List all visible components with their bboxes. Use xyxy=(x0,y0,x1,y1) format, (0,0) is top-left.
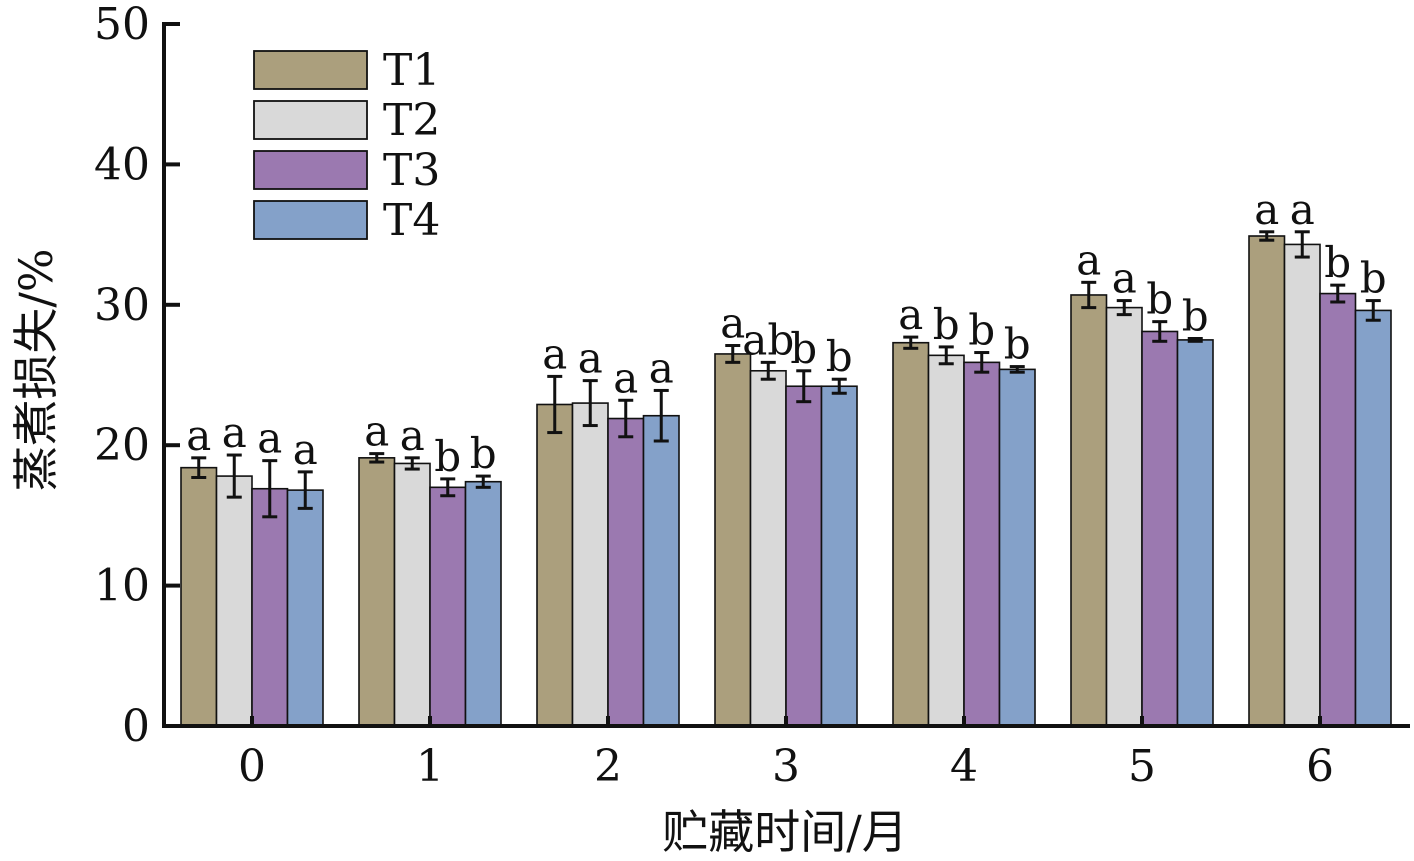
bar-t3-5 xyxy=(1141,330,1179,727)
x-tick-label-5: 5 xyxy=(1128,741,1156,792)
legend-label-t4: T4 xyxy=(383,195,440,246)
bar-t4-0 xyxy=(286,489,324,727)
bar-t4-3 xyxy=(820,385,858,727)
significance-label-t1-0: a xyxy=(186,411,211,460)
significance-label-t1-6: a xyxy=(1254,185,1279,234)
bar-t2-3 xyxy=(749,369,787,727)
x-tick-label-1: 1 xyxy=(416,741,444,792)
significance-label-t1-4: a xyxy=(898,290,923,339)
axes-layer: 0 1 2 3 4 5 6 0 10 20 30 40 50 xyxy=(94,0,1410,792)
bar-t1-1 xyxy=(358,457,396,727)
bar-t1-4 xyxy=(892,341,930,727)
legend-swatch-t1 xyxy=(253,50,368,90)
significance-label-t3-6: b xyxy=(1324,238,1351,287)
significance-label-t2-2: a xyxy=(578,334,603,383)
significance-label-t3-0: a xyxy=(257,414,282,463)
y-tick-label-0: 0 xyxy=(122,701,150,752)
bar-t2-2 xyxy=(571,402,609,727)
significance-label-t3-3: b xyxy=(790,324,817,373)
bar-t1-6 xyxy=(1248,235,1286,727)
bar-t2-6 xyxy=(1283,243,1321,727)
bar-t3-2 xyxy=(607,417,645,727)
bar-t2-5 xyxy=(1105,306,1143,727)
significance-label-t4-3: b xyxy=(826,332,853,381)
significance-label-t4-2: a xyxy=(649,343,674,392)
y-tick-label-50: 50 xyxy=(94,0,150,50)
legend-swatch-t2 xyxy=(253,100,368,140)
significance-label-t2-1: a xyxy=(400,411,425,460)
significance-label-t4-5: b xyxy=(1182,291,1209,340)
y-tick-label-10: 10 xyxy=(94,561,150,612)
bar-t3-1 xyxy=(429,486,467,727)
significance-label-t3-2: a xyxy=(613,353,638,402)
significance-label-t3-5: b xyxy=(1146,275,1173,324)
x-tick-label-0: 0 xyxy=(238,741,266,792)
legend-label-t2: T2 xyxy=(383,95,440,146)
bar-t3-3 xyxy=(785,385,823,727)
error-bars-layer xyxy=(191,230,1381,519)
x-tick-label-4: 4 xyxy=(950,741,978,792)
significance-label-t1-2: a xyxy=(542,329,567,378)
y-tick-label-30: 30 xyxy=(94,280,150,331)
legend-swatch-t4 xyxy=(253,200,368,240)
significance-label-t4-6: b xyxy=(1360,254,1387,303)
significance-label-t3-1: b xyxy=(434,432,461,481)
bars-layer xyxy=(180,235,1392,727)
bar-t1-2 xyxy=(536,403,574,727)
bar-t4-6 xyxy=(1354,309,1392,727)
significance-label-t2-4: b xyxy=(933,300,960,349)
bar-t1-0 xyxy=(180,466,218,727)
bar-t3-6 xyxy=(1319,292,1357,727)
significance-label-t1-3: a xyxy=(720,299,745,348)
significance-label-t4-1: b xyxy=(470,429,497,478)
legend-swatch-t3 xyxy=(253,150,368,190)
significance-label-t3-4: b xyxy=(968,306,995,355)
bar-t4-5 xyxy=(1176,339,1214,727)
significance-label-t2-5: a xyxy=(1112,254,1137,303)
significance-label-t1-1: a xyxy=(364,407,389,456)
legend-label-t1: T1 xyxy=(383,45,440,96)
bar-t3-4 xyxy=(963,361,1001,727)
bar-t4-1 xyxy=(464,480,502,727)
significance-label-t2-3: ab xyxy=(742,315,794,364)
significance-label-t4-0: a xyxy=(293,425,318,474)
bar-t3-0 xyxy=(251,487,289,727)
bar-t2-1 xyxy=(393,462,431,727)
x-axis-title: 贮藏时间/月 xyxy=(662,805,908,859)
bar-t1-3 xyxy=(714,353,752,727)
significance-label-t4-4: b xyxy=(1004,320,1031,369)
significance-label-t1-5: a xyxy=(1076,235,1101,284)
x-tick-label-2: 2 xyxy=(594,741,622,792)
bar-t2-4 xyxy=(927,354,965,727)
significance-label-t2-6: a xyxy=(1290,185,1315,234)
bar-t2-0 xyxy=(215,475,253,727)
bar-t1-5 xyxy=(1070,294,1108,727)
bar-t4-2 xyxy=(642,414,680,727)
legend-label-t3: T3 xyxy=(383,145,440,196)
bar-t4-4 xyxy=(998,368,1036,727)
x-tick-label-6: 6 xyxy=(1306,741,1334,792)
y-tick-label-20: 20 xyxy=(94,420,150,471)
y-tick-label-40: 40 xyxy=(94,139,150,190)
x-tick-label-3: 3 xyxy=(772,741,800,792)
significance-label-t2-0: a xyxy=(222,408,247,457)
y-axis-title: 蒸煮损失/% xyxy=(9,248,63,491)
